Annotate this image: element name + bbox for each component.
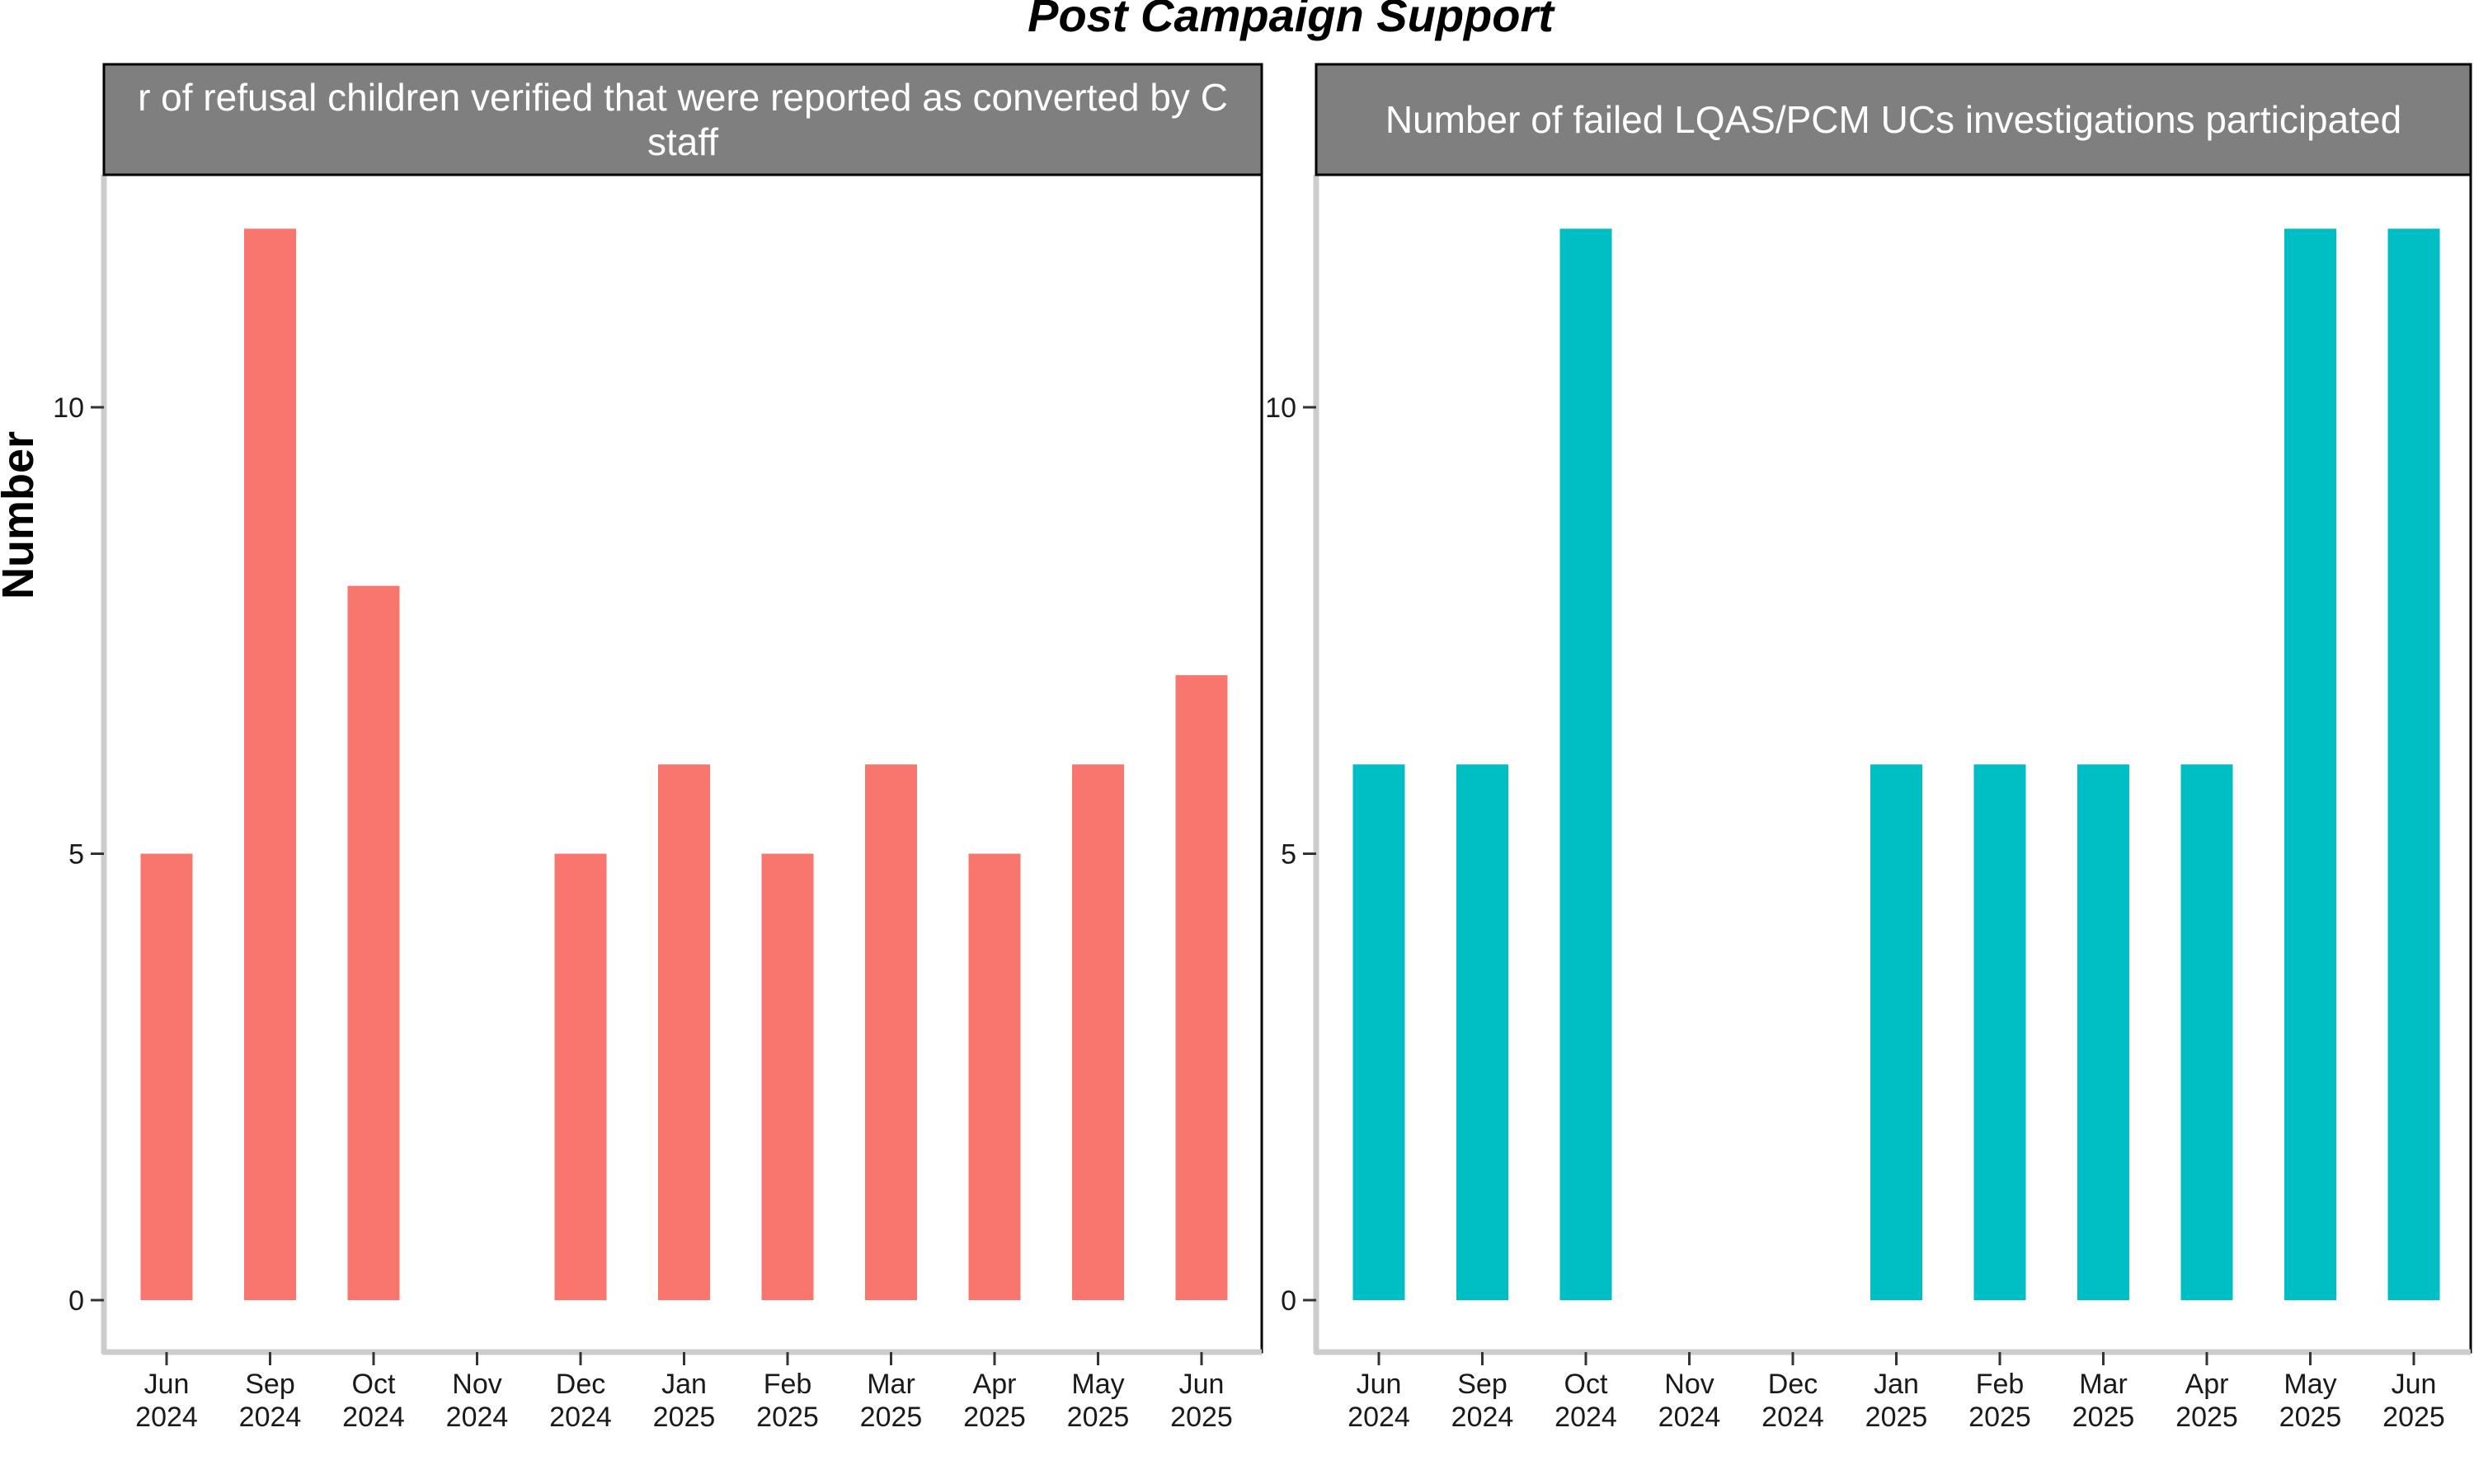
- x-tick-label: Dec 2024: [549, 1369, 612, 1433]
- bar: [1175, 674, 1228, 1300]
- x-tick-label: Oct 2024: [1554, 1369, 1617, 1433]
- x-tick-label: Feb 2025: [1968, 1369, 2031, 1433]
- x-tick-label: Apr 2025: [2175, 1369, 2238, 1433]
- x-tick-label: Jun 2024: [1348, 1369, 1410, 1433]
- bar: [658, 764, 710, 1300]
- facet-strip: [1315, 63, 2472, 176]
- bar: [761, 853, 814, 1300]
- x-tick-label: Mar 2025: [860, 1369, 923, 1433]
- bar: [140, 853, 193, 1300]
- y-tick-label: 5: [68, 839, 84, 871]
- bar: [1559, 228, 1612, 1300]
- bar: [1072, 764, 1124, 1300]
- x-tick-label: Jan 2025: [1865, 1369, 1928, 1433]
- x-tick-label: May 2025: [2279, 1369, 2342, 1433]
- facet-strip-label: r of refusal children verified that were…: [138, 76, 1228, 119]
- bar: [2180, 764, 2233, 1300]
- x-tick-label: Sep 2024: [1451, 1369, 1514, 1433]
- y-tick-label: 10: [1265, 392, 1296, 424]
- bar: [1456, 764, 1508, 1300]
- y-tick-label: 0: [1281, 1285, 1296, 1317]
- x-tick-label: Sep 2024: [239, 1369, 302, 1433]
- bar: [1870, 764, 1922, 1300]
- bar: [554, 853, 607, 1300]
- bar: [1352, 764, 1405, 1300]
- x-tick-label: Jan 2025: [653, 1369, 716, 1433]
- x-tick-label: Feb 2025: [756, 1369, 819, 1433]
- bar: [2387, 228, 2440, 1300]
- bar: [2284, 228, 2336, 1300]
- x-tick-label: Oct 2024: [342, 1369, 405, 1433]
- y-tick-label: 0: [68, 1285, 84, 1317]
- bar: [347, 585, 400, 1300]
- bar: [1973, 764, 2026, 1300]
- facet-panel-2: Number of failed LQAS/PCM UCs investigat…: [1265, 63, 2472, 1433]
- facet-strip-label: staff: [647, 120, 718, 163]
- x-tick-label: Jun 2024: [135, 1369, 198, 1433]
- x-tick-label: May 2025: [1067, 1369, 1130, 1433]
- facet-strip-label: Number of failed LQAS/PCM UCs investigat…: [1385, 98, 2401, 141]
- x-tick-label: Dec 2024: [1761, 1369, 1824, 1433]
- facet-panel-1: r of refusal children verified that were…: [53, 63, 1263, 1433]
- x-tick-label: Jun 2025: [2382, 1369, 2445, 1433]
- chart-title: Post Campaign Support: [1028, 0, 1555, 41]
- bar: [244, 228, 296, 1300]
- x-tick-label: Nov 2024: [446, 1369, 509, 1433]
- bar: [968, 853, 1021, 1300]
- x-tick-label: Jun 2025: [1170, 1369, 1233, 1433]
- x-tick-label: Apr 2025: [963, 1369, 1026, 1433]
- facet-strip: [102, 63, 1263, 176]
- y-tick-label: 5: [1281, 839, 1296, 871]
- x-tick-label: Mar 2025: [2072, 1369, 2135, 1433]
- bar: [865, 764, 917, 1300]
- x-tick-label: Nov 2024: [1658, 1369, 1721, 1433]
- bar: [2077, 764, 2129, 1300]
- y-tick-label: 10: [53, 392, 84, 424]
- y-axis-label: Number: [0, 431, 43, 599]
